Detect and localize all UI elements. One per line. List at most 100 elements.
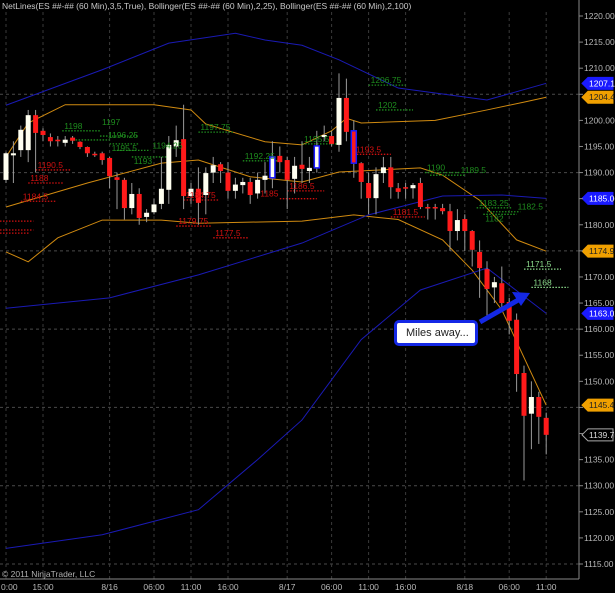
candle-body: [350, 130, 358, 164]
price-marker: [581, 306, 614, 320]
candle-body: [144, 212, 150, 217]
net-lines: [0, 84, 569, 289]
candle-body: [40, 130, 46, 135]
candle-body: [499, 283, 505, 304]
net-line-label: 1197: [102, 117, 121, 127]
candle-body: [18, 129, 24, 151]
candle-body: [84, 146, 90, 154]
price-marker-label: 1174.94: [589, 246, 615, 256]
x-tick-label: 16:00: [395, 582, 417, 592]
candle-body: [491, 282, 497, 288]
net-line-labels: 1198 1196.25 1197 1195.5 1194.25 1193 1197.75 1…: [23, 75, 552, 287]
indicator-header: NetLines(ES ##-## (60 Min),3,5,True), Bo…: [2, 1, 412, 11]
net-line-label: 1182.5: [518, 202, 544, 212]
candle-body: [410, 185, 416, 189]
net-line-label: 1184.5: [23, 191, 49, 201]
bb100-lower-line: [5, 267, 547, 549]
candle-body: [292, 165, 298, 179]
candle-body: [173, 140, 179, 147]
candle-body: [403, 187, 409, 189]
candle-body: [62, 139, 68, 143]
net-line-label: 1190: [427, 163, 446, 173]
candle-body: [373, 174, 379, 199]
price-marker-label: 1163.02: [589, 308, 615, 318]
candle-body: [366, 183, 372, 199]
price-marker: [581, 398, 614, 412]
price-marker-label: 1207.10: [589, 78, 615, 88]
net-line-label: 1182: [485, 213, 504, 223]
y-tick-label: 1170.00: [584, 272, 614, 282]
candle-body: [380, 167, 386, 174]
price-marker-label: 1145.44: [589, 400, 615, 410]
candle-body: [181, 139, 187, 197]
candle-body: [129, 193, 135, 209]
candle-body: [454, 220, 460, 232]
candle-body: [336, 97, 342, 145]
candle-body: [343, 97, 349, 132]
price-marker: [581, 90, 614, 104]
candle-body: [70, 137, 76, 141]
x-tick-label: 06:00: [321, 582, 343, 592]
candles: [3, 73, 549, 481]
candle-body: [358, 163, 364, 182]
candle-body: [536, 396, 542, 417]
y-tick-label: 1155.00: [584, 350, 614, 360]
candle-body: [469, 231, 475, 250]
candle-body: [528, 396, 534, 414]
y-tick-label: 1180.00: [584, 220, 614, 230]
price-marker-label: 1139.75: [589, 430, 615, 440]
net-line-label: 1179.75: [178, 216, 208, 226]
candle-body: [77, 141, 83, 147]
net-line-label: 1190.5: [38, 160, 64, 170]
x-tick-label: 0:00: [1, 582, 18, 592]
net-line-label: 1189.5: [461, 165, 487, 175]
y-tick-label: 1215.00: [584, 37, 615, 47]
bb100-middle-line: [5, 194, 547, 309]
bb25-middle-line: [5, 159, 547, 252]
net-line-label: 1192.25: [245, 151, 275, 161]
time-axis: 0:00 15:00 8/16 06:00 11:00 16:00 8/17 06:00 11:…: [1, 582, 557, 592]
candle-body: [33, 115, 39, 133]
candle-body: [3, 153, 9, 180]
price-marker: [581, 76, 614, 90]
price-marker: [581, 428, 614, 442]
candle-body: [447, 211, 453, 232]
y-tick-label: 1115.00: [584, 559, 614, 569]
copyright: © 2011 NinjaTrader, LLC: [2, 569, 96, 579]
net-line-label: 1194.25: [152, 140, 182, 150]
candle-body: [232, 184, 238, 191]
annotation-callout: Miles away...: [394, 320, 478, 346]
candle-body: [151, 204, 157, 213]
y-tick-label: 1130.00: [584, 481, 614, 491]
price-marker: [581, 244, 614, 258]
candle-body: [425, 207, 431, 209]
candle-body: [114, 177, 120, 180]
candle-body: [306, 167, 312, 172]
net-line-label: 1185: [260, 189, 279, 199]
x-tick-label: 06:00: [143, 582, 165, 592]
candle-body: [25, 115, 31, 151]
candle-body: [329, 136, 335, 144]
x-tick-label: 8/17: [279, 582, 296, 592]
net-line-label: 1196.25: [108, 130, 138, 140]
candle-body: [521, 372, 527, 416]
candle-body: [269, 156, 276, 179]
net-line-label: 1168: [533, 277, 552, 287]
x-tick-label: 16:00: [217, 582, 239, 592]
candle-body: [218, 164, 224, 172]
candle-body: [440, 208, 446, 212]
price-marker: [581, 191, 614, 205]
candle-body: [225, 172, 231, 191]
x-tick-label: 8/18: [457, 582, 474, 592]
x-tick-label: 11:00: [536, 582, 557, 592]
bb100-upper-line: [5, 32, 547, 106]
candle-body: [188, 188, 194, 197]
candle-body: [240, 181, 246, 186]
net-line-label: 1195.5: [304, 134, 330, 144]
candle-body: [284, 160, 290, 180]
y-tick-label: 1200.00: [584, 115, 615, 125]
bb25-lower-line: [5, 214, 547, 406]
price-marker-label: 1204.44: [589, 92, 615, 102]
y-tick-label: 1160.00: [584, 324, 614, 334]
